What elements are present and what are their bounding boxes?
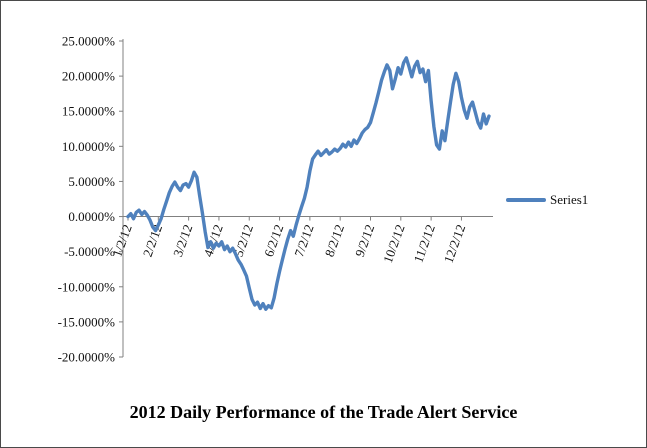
svg-text:1/2/12: 1/2/12	[109, 222, 134, 258]
svg-text:12/2/12: 12/2/12	[441, 222, 469, 264]
chart-legend: Series1	[506, 192, 588, 208]
svg-text:0.0000%: 0.0000%	[68, 209, 115, 224]
svg-text:10/2/12: 10/2/12	[380, 222, 408, 264]
svg-text:-20.0000%: -20.0000%	[58, 350, 116, 365]
svg-text:3/2/12: 3/2/12	[170, 222, 195, 258]
svg-text:8/2/12: 8/2/12	[322, 222, 347, 258]
svg-text:10.0000%: 10.0000%	[62, 139, 115, 154]
legend-line-swatch	[506, 198, 546, 202]
svg-text:9/2/12: 9/2/12	[352, 222, 377, 258]
svg-text:15.0000%: 15.0000%	[62, 104, 115, 119]
svg-text:25.0000%: 25.0000%	[62, 34, 115, 49]
svg-text:5.0000%: 5.0000%	[68, 174, 115, 189]
legend-series-label: Series1	[550, 192, 589, 207]
svg-text:-10.0000%: -10.0000%	[58, 279, 116, 294]
svg-text:-5.0000%: -5.0000%	[64, 244, 115, 259]
svg-text:20.0000%: 20.0000%	[62, 69, 115, 84]
svg-text:-15.0000%: -15.0000%	[58, 314, 116, 329]
line-chart-svg: 25.0000% 20.0000% 15.0000% 10.0000% 5.0000% 0…	[58, 34, 493, 365]
chart-caption: 2012 Daily Performance of the Trade Aler…	[129, 402, 518, 422]
svg-text:11/2/12: 11/2/12	[410, 222, 438, 264]
